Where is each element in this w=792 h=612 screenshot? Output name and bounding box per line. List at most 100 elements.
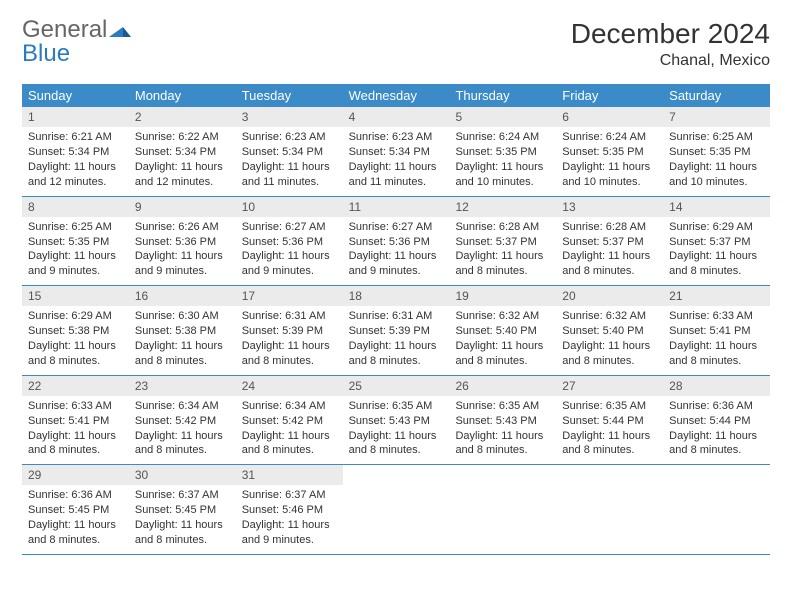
day-number: 14 [663, 197, 770, 217]
weeks-container: 1Sunrise: 6:21 AMSunset: 5:34 PMDaylight… [22, 107, 770, 555]
day-cell: 27 Sunrise: 6:35 AMSunset: 5:44 PMDayligh… [556, 376, 663, 465]
day-cell: 16Sunrise: 6:30 AMSunset: 5:38 PMDayligh… [129, 286, 236, 375]
day-lines: Sunrise: 6:35 AMSunset: 5:44 PMDaylight:… [556, 399, 663, 458]
daylight-text: Daylight: 11 hours and 10 minutes. [562, 160, 659, 190]
sunrise-text: Sunrise: 6:32 AM [562, 309, 659, 324]
sunrise-text: Sunrise: 6:28 AM [455, 220, 552, 235]
daylight-text: Daylight: 11 hours and 8 minutes. [242, 339, 339, 369]
day-cell: 21Sunrise: 6:33 AMSunset: 5:41 PMDayligh… [663, 286, 770, 375]
daylight-text: Daylight: 11 hours and 12 minutes. [28, 160, 125, 190]
sunset-text: Sunset: 5:36 PM [242, 235, 339, 250]
day-number: 18 [343, 286, 450, 306]
sunrise-text: Sunrise: 6:29 AM [28, 309, 125, 324]
sunset-text: Sunset: 5:41 PM [28, 414, 125, 429]
day-number: 12 [449, 197, 556, 217]
sunset-text: Sunset: 5:36 PM [349, 235, 446, 250]
sunrise-text: Sunrise: 6:30 AM [135, 309, 232, 324]
day-lines: Sunrise: 6:25 AMSunset: 5:35 PMDaylight:… [22, 220, 129, 279]
day-cell: 31Sunrise: 6:37 AMSunset: 5:46 PMDayligh… [236, 465, 343, 554]
daylight-text: Daylight: 11 hours and 9 minutes. [135, 249, 232, 279]
daylight-text: Daylight: 11 hours and 8 minutes. [669, 249, 766, 279]
sunrise-text: Sunrise: 6:25 AM [28, 220, 125, 235]
day-lines: Sunrise: 6:24 AMSunset: 5:35 PMDaylight:… [556, 130, 663, 189]
day-cell: 15Sunrise: 6:29 AMSunset: 5:38 PMDayligh… [22, 286, 129, 375]
day-cell: 23Sunrise: 6:34 AMSunset: 5:42 PMDayligh… [129, 376, 236, 465]
daylight-text: Daylight: 11 hours and 9 minutes. [349, 249, 446, 279]
sunset-text: Sunset: 5:38 PM [135, 324, 232, 339]
daylight-text: Daylight: 11 hours and 9 minutes. [28, 249, 125, 279]
day-header: Monday [129, 84, 236, 107]
daylight-text: Daylight: 11 hours and 8 minutes. [455, 429, 552, 459]
day-lines: Sunrise: 6:25 AMSunset: 5:35 PMDaylight:… [663, 130, 770, 189]
daylight-text: Daylight: 11 hours and 9 minutes. [242, 249, 339, 279]
day-header: Tuesday [236, 84, 343, 107]
day-cell: 18Sunrise: 6:31 AMSunset: 5:39 PMDayligh… [343, 286, 450, 375]
day-cell [663, 465, 770, 554]
page-header: General Blue December 2024 Chanal, Mexic… [22, 18, 770, 70]
week-row: 1Sunrise: 6:21 AMSunset: 5:34 PMDaylight… [22, 107, 770, 197]
week-row: 15Sunrise: 6:29 AMSunset: 5:38 PMDayligh… [22, 286, 770, 376]
daylight-text: Daylight: 11 hours and 8 minutes. [562, 339, 659, 369]
logo-word2: Blue [22, 40, 70, 67]
sunset-text: Sunset: 5:45 PM [28, 503, 125, 518]
calendar: Sunday Monday Tuesday Wednesday Thursday… [22, 84, 770, 555]
day-cell [449, 465, 556, 554]
day-number: 25 [343, 376, 450, 396]
sunrise-text: Sunrise: 6:24 AM [562, 130, 659, 145]
sunrise-text: Sunrise: 6:27 AM [242, 220, 339, 235]
sunset-text: Sunset: 5:42 PM [242, 414, 339, 429]
sunrise-text: Sunrise: 6:33 AM [28, 399, 125, 414]
sunrise-text: Sunrise: 6:37 AM [242, 488, 339, 503]
day-cell: 19 Sunrise: 6:32 AMSunset: 5:40 PMDayligh… [449, 286, 556, 375]
sunrise-text: Sunrise: 6:36 AM [669, 399, 766, 414]
day-cell: 26Sunrise: 6:35 AMSunset: 5:43 PMDayligh… [449, 376, 556, 465]
day-lines: Sunrise: 6:24 AMSunset: 5:35 PMDaylight:… [449, 130, 556, 189]
day-header: Wednesday [343, 84, 450, 107]
sunset-text: Sunset: 5:35 PM [669, 145, 766, 160]
day-lines: Sunrise: 6:27 AMSunset: 5:36 PMDaylight:… [343, 220, 450, 279]
logo-mark-icon [109, 21, 131, 42]
sunset-text: Sunset: 5:35 PM [28, 235, 125, 250]
day-lines: Sunrise: 6:36 AMSunset: 5:45 PMDaylight:… [22, 488, 129, 547]
day-cell [343, 465, 450, 554]
day-cell: 22Sunrise: 6:33 AMSunset: 5:41 PMDayligh… [22, 376, 129, 465]
day-header: Saturday [663, 84, 770, 107]
sunset-text: Sunset: 5:43 PM [455, 414, 552, 429]
day-number: 1 [22, 107, 129, 127]
day-lines: Sunrise: 6:36 AMSunset: 5:44 PMDaylight:… [663, 399, 770, 458]
day-number: 9 [129, 197, 236, 217]
day-cell: 3Sunrise: 6:23 AMSunset: 5:34 PMDaylight… [236, 107, 343, 196]
week-row: 22Sunrise: 6:33 AMSunset: 5:41 PMDayligh… [22, 376, 770, 466]
sunrise-text: Sunrise: 6:32 AM [455, 309, 552, 324]
day-number: 19 [449, 286, 556, 306]
day-cell [556, 465, 663, 554]
sunrise-text: Sunrise: 6:29 AM [669, 220, 766, 235]
day-lines: Sunrise: 6:37 AMSunset: 5:46 PMDaylight:… [236, 488, 343, 547]
sunrise-text: Sunrise: 6:21 AM [28, 130, 125, 145]
sunset-text: Sunset: 5:38 PM [28, 324, 125, 339]
day-number: 27 [556, 376, 663, 396]
sunset-text: Sunset: 5:39 PM [242, 324, 339, 339]
day-header-row: Sunday Monday Tuesday Wednesday Thursday… [22, 84, 770, 107]
sunrise-text: Sunrise: 6:24 AM [455, 130, 552, 145]
daylight-text: Daylight: 11 hours and 8 minutes. [349, 339, 446, 369]
sunset-text: Sunset: 5:37 PM [669, 235, 766, 250]
sunset-text: Sunset: 5:39 PM [349, 324, 446, 339]
sunrise-text: Sunrise: 6:23 AM [349, 130, 446, 145]
day-number: 20 [556, 286, 663, 306]
day-number: 13 [556, 197, 663, 217]
day-cell: 11Sunrise: 6:27 AMSunset: 5:36 PMDayligh… [343, 197, 450, 286]
day-lines: Sunrise: 6:21 AMSunset: 5:34 PMDaylight:… [22, 130, 129, 189]
day-number: 5 [449, 107, 556, 127]
sunrise-text: Sunrise: 6:35 AM [455, 399, 552, 414]
day-number: 7 [663, 107, 770, 127]
sunset-text: Sunset: 5:34 PM [349, 145, 446, 160]
day-cell: 2Sunrise: 6:22 AMSunset: 5:34 PMDaylight… [129, 107, 236, 196]
daylight-text: Daylight: 11 hours and 8 minutes. [669, 429, 766, 459]
sunrise-text: Sunrise: 6:33 AM [669, 309, 766, 324]
daylight-text: Daylight: 11 hours and 8 minutes. [28, 518, 125, 548]
day-lines: Sunrise: 6:32 AMSunset: 5:40 PMDaylight:… [449, 309, 556, 368]
day-number: 24 [236, 376, 343, 396]
sunset-text: Sunset: 5:42 PM [135, 414, 232, 429]
sunrise-text: Sunrise: 6:25 AM [669, 130, 766, 145]
